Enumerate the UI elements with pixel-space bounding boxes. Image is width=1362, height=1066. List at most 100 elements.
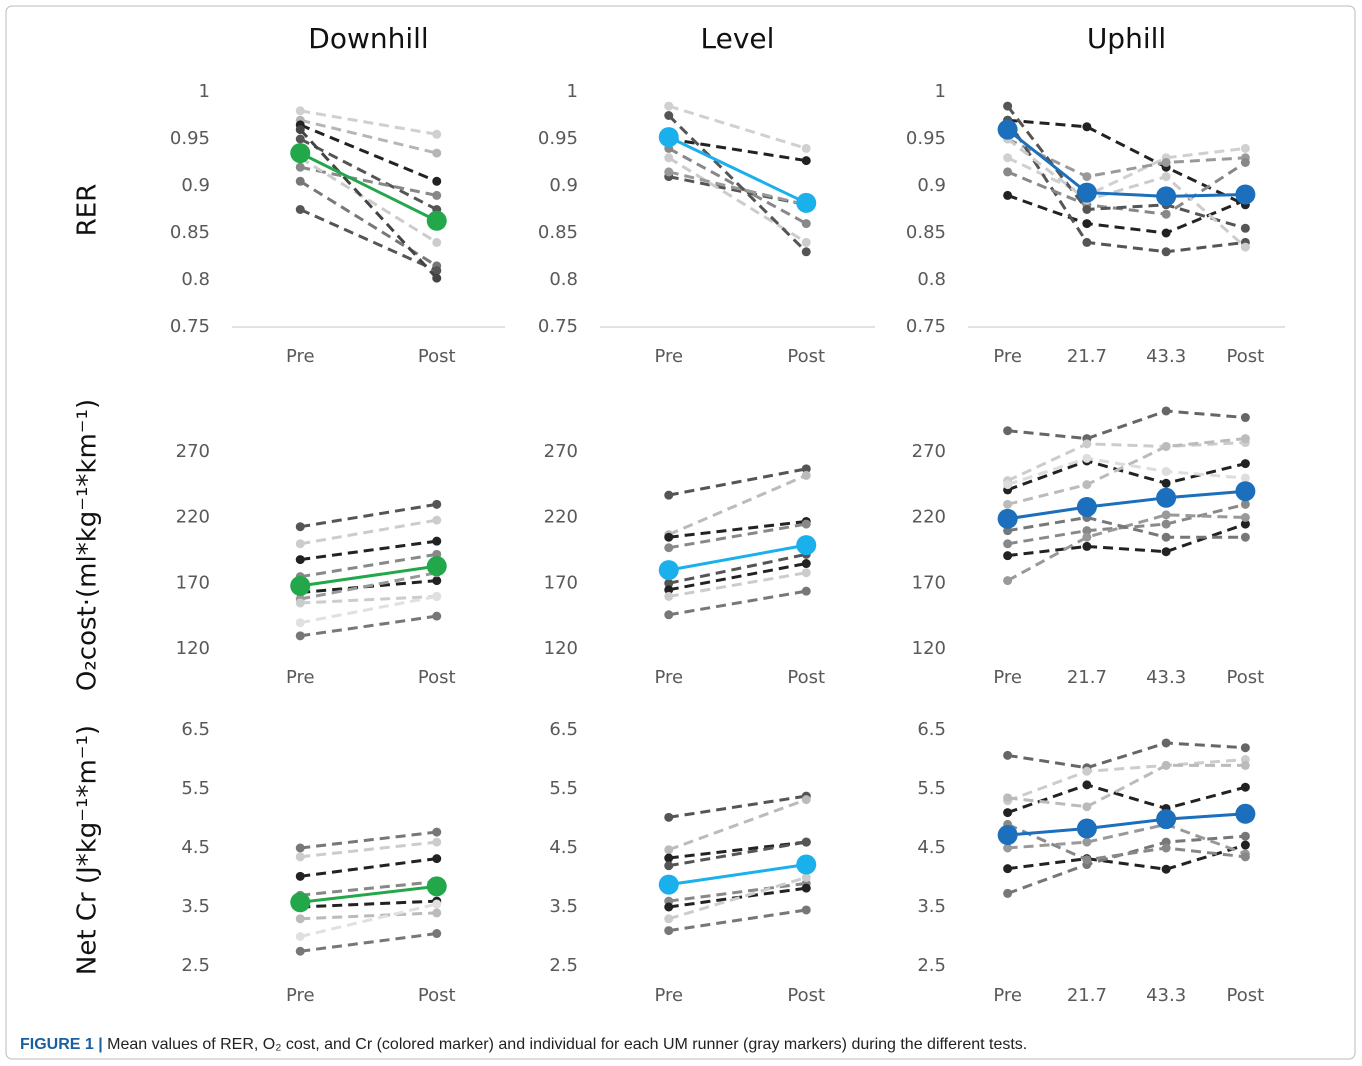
individual-marker	[1161, 441, 1171, 451]
individual-marker	[1003, 480, 1013, 490]
y-tick-label: 0.8	[917, 269, 946, 290]
x-tick-label: 43.3	[1146, 667, 1186, 688]
individual-line	[668, 474, 807, 536]
individual-marker	[1240, 760, 1250, 770]
individual-marker	[664, 861, 674, 871]
y-tick-label: 3.5	[549, 896, 578, 917]
individual-marker	[295, 539, 305, 549]
individual-line	[300, 932, 437, 953]
individual-marker	[432, 536, 442, 546]
y-tick-label: 0.75	[906, 316, 946, 337]
individual-line	[1007, 783, 1246, 815]
y-tick-label: 270	[176, 441, 210, 462]
individual-marker	[801, 156, 811, 166]
individual-marker	[432, 611, 442, 621]
individual-line	[668, 522, 807, 550]
y-tick-label: 270	[544, 441, 578, 462]
y-axis-label: O₂cost·(ml*kg⁻¹*km⁻¹)	[73, 399, 103, 691]
individual-marker	[664, 153, 674, 163]
y-tick-label: 6.5	[917, 719, 946, 740]
individual-marker	[664, 845, 674, 855]
x-tick-label: Post	[787, 346, 825, 367]
individual-line	[1006, 137, 1247, 249]
individual-marker	[1240, 459, 1250, 469]
x-tick-label: 43.3	[1146, 346, 1186, 367]
x-tick-label: Post	[787, 985, 825, 1006]
x-tick-label: Pre	[286, 346, 315, 367]
y-tick-label: 0.85	[906, 222, 946, 243]
x-tick-label: Post	[1227, 346, 1265, 367]
caption-label: FIGURE 1 |	[20, 1036, 103, 1053]
individual-marker	[432, 129, 442, 139]
y-tick-label: 5.5	[181, 778, 210, 799]
individual-marker	[1240, 434, 1250, 444]
individual-marker	[1003, 167, 1013, 177]
x-tick-label: 43.3	[1146, 985, 1186, 1006]
y-tick-label: 120	[544, 638, 578, 659]
individual-marker	[1082, 526, 1092, 536]
individual-marker	[664, 585, 674, 595]
individual-line	[1007, 409, 1246, 441]
y-tick-label: 0.95	[906, 128, 946, 149]
y-axis-label: RER	[73, 184, 103, 237]
individual-marker	[1161, 519, 1171, 529]
mean-line	[299, 151, 438, 223]
individual-marker	[1240, 143, 1250, 153]
individual-marker	[801, 464, 811, 474]
individual-marker	[664, 914, 674, 924]
individual-marker	[1161, 466, 1171, 476]
mean-marker	[658, 127, 679, 148]
individual-line	[300, 911, 437, 921]
y-tick-label: 170	[176, 572, 210, 593]
mean-line	[668, 543, 807, 572]
individual-marker	[1161, 738, 1171, 748]
individual-marker	[801, 837, 811, 847]
individual-marker	[1161, 172, 1171, 182]
individual-marker	[1240, 513, 1250, 522]
individual-line	[299, 518, 438, 546]
individual-marker	[1082, 766, 1092, 776]
individual-marker	[295, 205, 305, 214]
individual-marker	[801, 237, 811, 247]
mean-marker	[1156, 487, 1177, 508]
individual-line	[1007, 456, 1246, 487]
individual-line	[668, 467, 807, 497]
individual-marker	[1003, 576, 1013, 586]
individual-marker	[664, 578, 674, 588]
mean-marker	[997, 508, 1018, 529]
individual-marker	[1161, 158, 1171, 167]
individual-marker	[295, 852, 305, 862]
x-tick-label: 21.7	[1067, 985, 1107, 1006]
individual-marker	[295, 106, 305, 116]
individual-marker	[1240, 852, 1250, 862]
individual-marker	[432, 854, 442, 864]
individual-line	[668, 589, 807, 617]
individual-line	[668, 552, 807, 585]
y-tick-label: 4.5	[917, 837, 946, 858]
individual-marker	[432, 929, 442, 939]
y-tick-label: 5.5	[549, 778, 578, 799]
y-tick-label: 220	[912, 507, 946, 528]
mean-marker	[426, 876, 447, 897]
individual-line	[299, 118, 438, 155]
x-tick-label: 21.7	[1067, 346, 1107, 367]
y-tick-label: 0.85	[538, 222, 578, 243]
individual-marker	[295, 914, 305, 924]
individual-marker	[1240, 519, 1250, 529]
individual-line	[299, 594, 438, 625]
individual-marker	[295, 843, 305, 853]
individual-marker	[1240, 532, 1250, 542]
mean-marker	[1235, 184, 1256, 205]
individual-marker	[1003, 190, 1013, 200]
individual-line	[668, 798, 807, 852]
individual-marker	[664, 167, 674, 177]
mean-line	[1007, 489, 1246, 521]
individual-marker	[1003, 551, 1013, 561]
individual-marker	[1082, 172, 1092, 182]
individual-marker	[432, 266, 442, 276]
individual-marker	[295, 522, 305, 532]
individual-marker	[1161, 510, 1171, 520]
individual-line	[668, 908, 807, 933]
individual-marker	[1161, 478, 1171, 488]
individual-marker	[1161, 228, 1171, 238]
